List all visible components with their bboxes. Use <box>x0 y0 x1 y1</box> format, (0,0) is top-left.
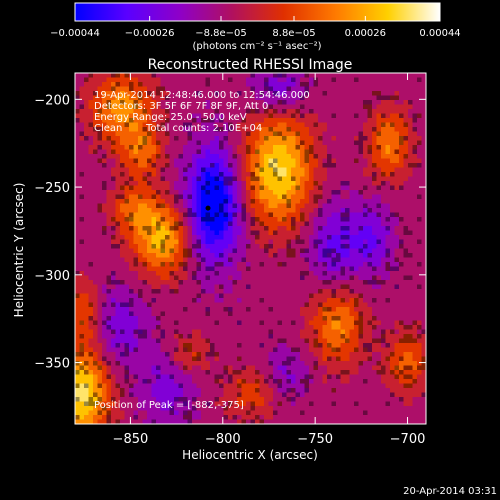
colorbar-tick-label: −8.8e−05 <box>195 28 247 39</box>
y-tick-label: −200 <box>34 93 70 108</box>
x-tick-label: −850 <box>113 432 149 447</box>
colorbar-tick-label: 0.00026 <box>345 28 386 39</box>
y-tick-label: −250 <box>34 181 70 196</box>
energy-range-text: Energy Range: 25.0 - 50.0 keV <box>94 112 247 123</box>
colorbar: −0.00044 −0.00026 −8.8e−05 8.8e−05 0.00026 0.… <box>50 2 461 52</box>
y-tick-label: −350 <box>34 357 70 372</box>
colorbar-tick-label: −0.00044 <box>50 28 100 39</box>
time-range-text: 19-Apr-2014 12:48:46.000 to 12:54:46.000 <box>94 90 310 101</box>
plot-area: −850 −800 −750 −700 −200 −250 −300 −350 19-Apr-… <box>34 72 427 447</box>
colorbar-ticks: −0.00044 −0.00026 −8.8e−05 8.8e−05 0.00026 0.… <box>50 16 461 39</box>
info-overlay: 19-Apr-2014 12:48:46.000 to 12:54:46.000… <box>94 90 310 411</box>
colorbar-tick-label: −0.00026 <box>125 28 175 39</box>
y-tick-label: −300 <box>34 269 70 284</box>
plot-frame <box>74 72 427 425</box>
total-counts-text: Total counts: 2.10E+04 <box>145 123 262 134</box>
x-tick-label: −750 <box>297 432 333 447</box>
x-axis-label: Heliocentric X (arcsec) <box>182 448 318 462</box>
footer-timestamp: 20-Apr-2014 03:31 <box>403 486 497 497</box>
chart-title: Reconstructed RHESSI Image <box>148 57 353 73</box>
x-tick-label: −800 <box>205 432 241 447</box>
method-text: Clean <box>94 123 122 134</box>
detectors-text: Detectors: 3F 5F 6F 7F 8F 9F, Att 0 <box>94 101 268 112</box>
peak-marker <box>205 205 211 211</box>
colorbar-gradient <box>74 2 441 22</box>
y-axis-label: Heliocentric Y (arcsec) <box>12 183 26 318</box>
colorbar-tick-label: 0.00044 <box>419 28 460 39</box>
axis-ticks: −850 −800 −750 −700 −200 −250 −300 −350 <box>34 73 426 447</box>
colorbar-unit: (photons cm⁻² s⁻¹ asec⁻²) <box>192 41 321 52</box>
x-tick-label: −700 <box>390 432 426 447</box>
heatmap-image <box>75 73 426 424</box>
peak-position-text: Position of Peak = [-882,-375] <box>94 400 244 411</box>
colorbar-tick-label: 8.8e−05 <box>272 28 315 39</box>
